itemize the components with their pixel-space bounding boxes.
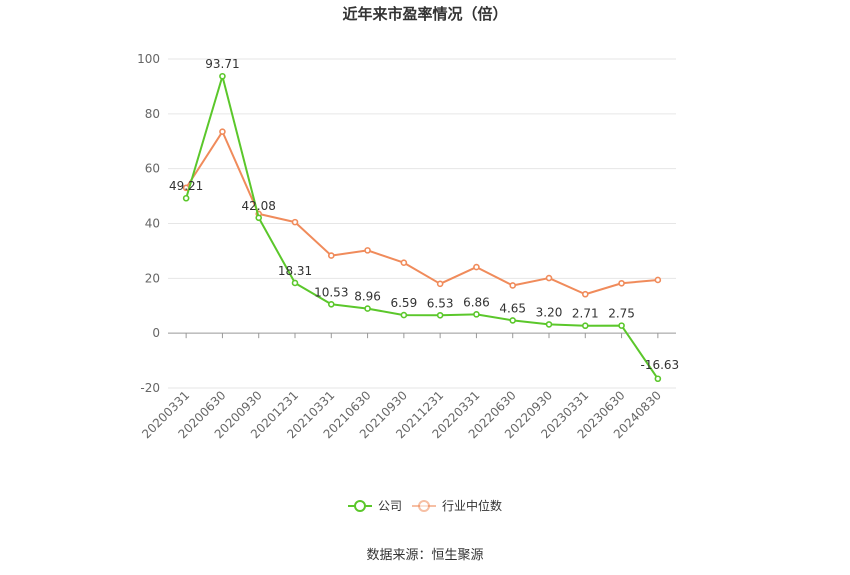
y-tick-label: 20 bbox=[145, 271, 160, 285]
data-label: 6.86 bbox=[463, 295, 490, 309]
data-label: -16.63 bbox=[641, 358, 680, 372]
data-point[interactable] bbox=[400, 259, 408, 267]
data-label: 8.96 bbox=[354, 290, 381, 304]
data-label: 4.65 bbox=[499, 301, 526, 315]
data-label: 2.71 bbox=[572, 307, 599, 321]
y-tick-label: 80 bbox=[145, 107, 160, 121]
data-point[interactable] bbox=[473, 311, 480, 318]
y-tick-label: -20 bbox=[140, 381, 160, 395]
data-point[interactable] bbox=[654, 375, 662, 383]
data-point[interactable] bbox=[291, 218, 299, 226]
data-point[interactable] bbox=[400, 311, 408, 319]
legend[interactable]: 公司 行业中位数 bbox=[348, 498, 502, 513]
data-point[interactable] bbox=[654, 276, 662, 284]
y-tick-label: 100 bbox=[137, 52, 160, 66]
series-layer bbox=[182, 72, 662, 383]
data-point[interactable] bbox=[545, 274, 553, 282]
data-point[interactable] bbox=[327, 252, 335, 259]
data-point[interactable] bbox=[219, 72, 226, 80]
data-label: 6.53 bbox=[427, 296, 454, 310]
data-point[interactable] bbox=[364, 305, 371, 312]
y-tick-label: 60 bbox=[145, 162, 160, 176]
series-line-company bbox=[185, 75, 659, 380]
data-point[interactable] bbox=[436, 280, 444, 288]
data-label: 6.59 bbox=[390, 296, 417, 310]
legend-label: 公司 bbox=[378, 499, 402, 513]
data-point[interactable] bbox=[473, 263, 480, 271]
data-point[interactable] bbox=[291, 279, 299, 287]
source-note: 数据来源：恒生聚源 bbox=[366, 548, 483, 563]
gridlines bbox=[168, 58, 676, 389]
data-point[interactable] bbox=[327, 300, 335, 308]
data-label: 49.21 bbox=[169, 179, 203, 193]
data-point[interactable] bbox=[618, 322, 625, 329]
data-point[interactable] bbox=[581, 322, 589, 330]
data-label: 2.75 bbox=[608, 307, 635, 321]
data-point[interactable] bbox=[219, 128, 226, 135]
data-label: 42.08 bbox=[242, 199, 276, 213]
legend-item-industry-median[interactable]: 行业中位数 bbox=[412, 498, 502, 513]
legend-label: 行业中位数 bbox=[442, 498, 502, 513]
data-point[interactable] bbox=[509, 282, 517, 289]
data-point[interactable] bbox=[364, 247, 371, 254]
data-label: 3.20 bbox=[536, 305, 563, 319]
data-point[interactable] bbox=[545, 321, 553, 328]
chart-title: 近年来市盈率情况（倍） bbox=[342, 5, 507, 23]
y-axis: -20 0 20 40 60 80 100 bbox=[137, 52, 160, 395]
data-label: 10.53 bbox=[314, 285, 348, 299]
legend-marker bbox=[354, 500, 366, 512]
y-tick-label: 0 bbox=[152, 326, 160, 340]
data-point[interactable] bbox=[581, 290, 589, 298]
legend-item-company[interactable]: 公司 bbox=[348, 499, 402, 513]
x-axis: 2020033120200630202009302020123120210331… bbox=[139, 332, 676, 441]
data-point[interactable] bbox=[255, 214, 263, 222]
series-line-industry-median bbox=[185, 130, 658, 296]
data-point[interactable] bbox=[618, 279, 625, 287]
y-tick-label: 40 bbox=[145, 217, 160, 231]
data-point[interactable] bbox=[509, 317, 517, 324]
legend-marker bbox=[418, 500, 430, 512]
data-point[interactable] bbox=[182, 194, 190, 202]
data-label: 93.71 bbox=[205, 57, 239, 71]
data-point[interactable] bbox=[436, 311, 444, 319]
data-label: 18.31 bbox=[278, 264, 312, 278]
